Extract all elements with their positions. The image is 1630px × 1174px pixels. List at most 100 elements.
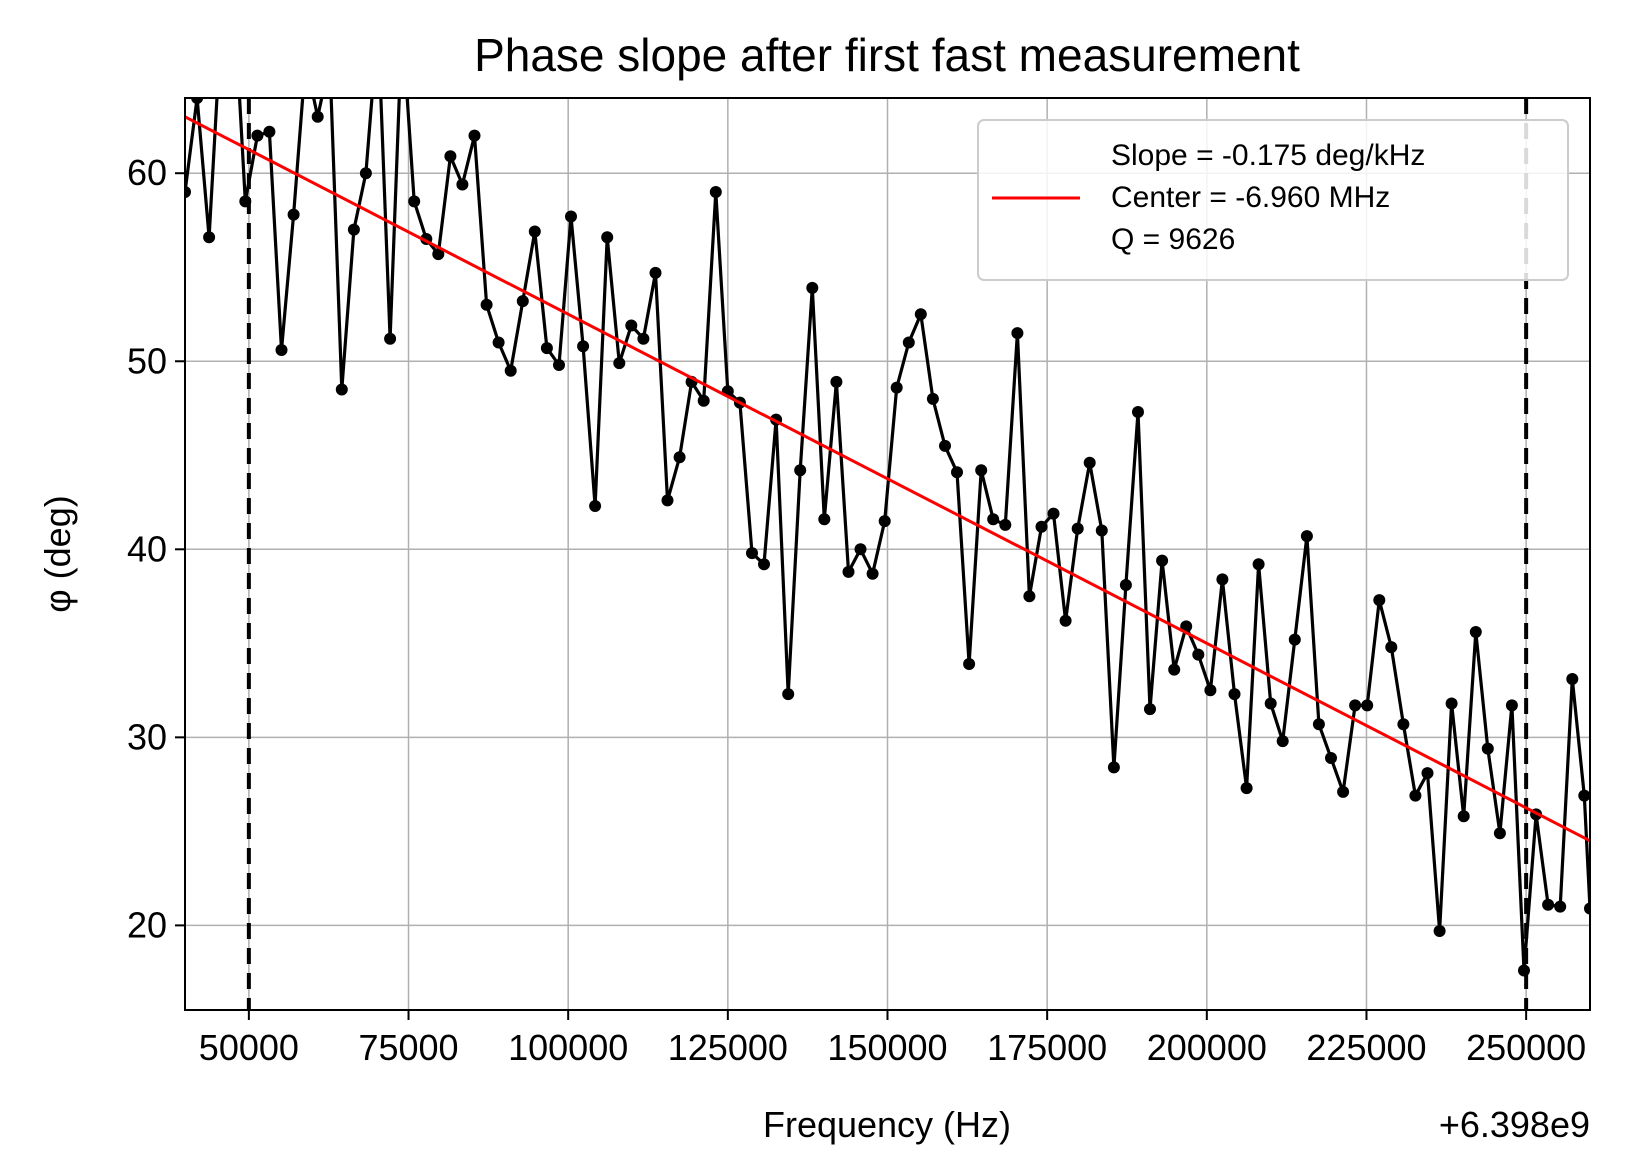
legend-q-text: Q = 9626 — [1111, 223, 1235, 256]
data-point — [384, 332, 397, 345]
data-point — [1095, 524, 1108, 537]
data-point — [1011, 327, 1024, 340]
data-point — [951, 466, 963, 479]
data-point — [589, 500, 602, 512]
data-point — [1518, 964, 1530, 977]
data-point — [1578, 789, 1590, 802]
data-point — [1397, 718, 1410, 731]
data-point — [396, 17, 408, 29]
x-tick-label: 50000 — [199, 1027, 299, 1068]
data-point — [1554, 900, 1567, 913]
data-point — [1252, 558, 1265, 571]
data-point — [1349, 699, 1362, 712]
data-point — [661, 494, 674, 507]
data-point — [673, 451, 686, 464]
data-point — [553, 359, 565, 371]
y-tick-label: 20 — [127, 904, 167, 945]
data-point — [565, 210, 577, 223]
x-axis-ticks: 50000 75000 100000 125000 150000 175000 200000… — [199, 1010, 1586, 1068]
data-point — [1156, 554, 1169, 567]
data-point — [1264, 697, 1277, 710]
data-point — [1312, 718, 1325, 731]
data-point — [1132, 406, 1144, 418]
data-point — [324, 54, 336, 66]
data-point — [251, 129, 264, 142]
data-point — [637, 332, 650, 345]
data-point — [1481, 742, 1494, 755]
data-point — [1119, 579, 1132, 591]
data-point — [1288, 633, 1301, 646]
data-point — [335, 383, 348, 396]
chart-title: Phase slope after first fast measurement — [474, 29, 1300, 81]
data-point — [1180, 620, 1193, 633]
series-line — [185, 98, 1590, 973]
data-point — [347, 223, 360, 236]
data-point — [1409, 789, 1422, 802]
data-point — [468, 129, 481, 142]
y-tick-label: 50 — [127, 340, 167, 381]
data-point — [456, 178, 469, 191]
data-point — [1505, 699, 1518, 712]
data-point — [939, 439, 951, 452]
x-tick-label: 75000 — [358, 1027, 458, 1068]
data-point — [1566, 673, 1579, 685]
data-point — [1433, 925, 1446, 937]
data-point — [1584, 902, 1590, 915]
y-axis-label: φ (deg) — [37, 495, 78, 612]
data-point — [890, 381, 903, 394]
data-point — [263, 125, 276, 138]
x-axis-offset-label: +6.398e9 — [1439, 1104, 1590, 1145]
data-point — [697, 394, 710, 407]
data-point — [1240, 782, 1253, 795]
data-point — [999, 518, 1012, 531]
data-point — [408, 195, 421, 208]
data-point — [1276, 735, 1289, 748]
data-point — [191, 98, 204, 104]
data-point — [1071, 522, 1084, 535]
data-point — [818, 513, 831, 526]
data-point — [1107, 761, 1120, 774]
data-point — [830, 375, 843, 388]
data-point — [1493, 827, 1506, 840]
data-point — [540, 342, 553, 355]
data-point — [758, 558, 770, 571]
data-point — [1361, 699, 1374, 712]
data-point — [1083, 456, 1096, 469]
data-point — [613, 357, 626, 370]
data-point — [878, 515, 891, 528]
data-point — [275, 344, 288, 356]
data-point — [866, 567, 879, 580]
data-point — [444, 150, 457, 163]
y-tick-label: 60 — [127, 152, 167, 193]
data-point — [649, 266, 662, 279]
legend-center-text: Center = -6.960 MHz — [1111, 181, 1390, 214]
data-point — [1047, 507, 1060, 520]
data-point — [625, 319, 638, 332]
data-point — [806, 281, 819, 294]
data-point — [987, 513, 1000, 526]
data-point — [1542, 898, 1555, 911]
data-point — [1216, 573, 1229, 586]
data-point — [1337, 785, 1350, 798]
data-point — [854, 543, 867, 556]
y-axis-ticks: 20 30 40 50 60 — [127, 152, 185, 945]
series-layer — [185, 17, 1590, 977]
data-point — [1144, 703, 1156, 716]
fit-line — [185, 115, 1590, 843]
y-tick-label: 40 — [127, 528, 167, 569]
y-tick-label: 30 — [127, 716, 167, 757]
data-point — [1035, 520, 1048, 533]
data-point — [480, 298, 493, 311]
data-point — [794, 464, 807, 477]
data-point — [1023, 590, 1036, 603]
data-point — [203, 231, 216, 244]
data-point — [215, 17, 227, 29]
data-point — [709, 186, 722, 198]
data-point — [1325, 752, 1337, 764]
data-point — [528, 225, 541, 238]
data-point — [239, 195, 252, 208]
data-point — [842, 565, 855, 578]
data-point — [1457, 810, 1470, 823]
data-point — [902, 336, 915, 349]
